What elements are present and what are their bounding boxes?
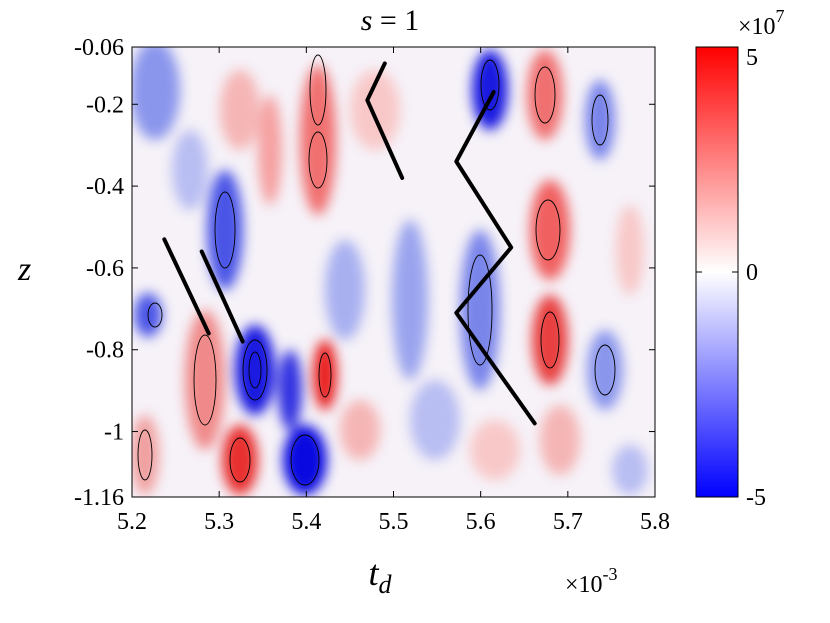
field-blob bbox=[283, 425, 327, 495]
title-var: s bbox=[361, 4, 373, 37]
field-blob bbox=[527, 50, 563, 140]
field-blob bbox=[300, 65, 336, 215]
contour bbox=[309, 54, 327, 126]
heatmap-plot bbox=[132, 47, 655, 497]
field-blob bbox=[278, 350, 302, 430]
x-tick-label: 5.2 bbox=[117, 509, 147, 535]
cb-exp-base: ×10 bbox=[738, 14, 776, 40]
field-blob bbox=[585, 80, 615, 160]
y-tick-label: -0.06 bbox=[74, 35, 124, 61]
field-blob bbox=[392, 220, 428, 380]
field-blob bbox=[258, 95, 282, 205]
field-blob bbox=[207, 170, 243, 290]
x-tick-label: 5.8 bbox=[640, 509, 670, 535]
contour bbox=[534, 66, 556, 124]
contour bbox=[467, 254, 493, 366]
overlay-line bbox=[162, 237, 211, 336]
contour bbox=[535, 199, 561, 261]
field-blob bbox=[587, 330, 623, 410]
field-blob bbox=[350, 70, 400, 150]
contour bbox=[290, 434, 320, 486]
contour-lines bbox=[137, 54, 616, 486]
contour bbox=[318, 352, 332, 398]
y-tick-label: -0.4 bbox=[86, 174, 124, 200]
colorbar-ticks: 5 0 -5 bbox=[696, 45, 766, 511]
field-blob bbox=[222, 425, 258, 495]
contour bbox=[480, 59, 500, 111]
field-blob bbox=[540, 405, 580, 475]
cb-exp-power: 7 bbox=[776, 6, 785, 26]
y-tick-label: -0.6 bbox=[86, 256, 124, 282]
cb-tick-label: 0 bbox=[746, 260, 758, 286]
x-axis-label: td bbox=[368, 553, 392, 599]
contour bbox=[193, 334, 217, 426]
contour bbox=[308, 131, 328, 189]
field-blob bbox=[313, 340, 337, 410]
contour bbox=[540, 311, 560, 369]
field-blob bbox=[172, 130, 208, 210]
x-exp-base: ×10 bbox=[565, 572, 603, 598]
contour bbox=[248, 351, 262, 389]
colorbar-exponent: ×107 bbox=[738, 6, 785, 40]
field-blob bbox=[530, 180, 570, 280]
y-tick-label: -0.8 bbox=[86, 338, 124, 364]
contour bbox=[594, 344, 616, 396]
y-axis: -0.06 -0.2 -0.4 -0.6 -0.8 -1 -1.16 bbox=[74, 35, 655, 511]
field-blob bbox=[325, 240, 365, 340]
chart-title: s = 1 bbox=[361, 4, 420, 37]
x-tick-label: 5.3 bbox=[204, 509, 234, 535]
field-blob bbox=[132, 47, 180, 140]
y-tick-label: -0.2 bbox=[86, 92, 124, 118]
overlay-line bbox=[365, 61, 405, 180]
y-tick-label: -1.16 bbox=[74, 485, 124, 511]
x-tick-label: 5.5 bbox=[379, 509, 409, 535]
overlay-lines bbox=[162, 61, 537, 426]
title-val: 1 bbox=[404, 4, 419, 37]
x-tick-label: 5.7 bbox=[553, 509, 583, 535]
x-axis: 5.2 5.3 5.4 5.5 5.6 5.7 5.8 bbox=[117, 47, 670, 535]
field-blob bbox=[340, 400, 380, 460]
field-blob bbox=[132, 415, 159, 495]
field-blob bbox=[220, 70, 260, 150]
field-blob bbox=[235, 325, 275, 415]
colorbar-gradient bbox=[695, 46, 739, 498]
colorbar: 5 0 -5 ×107 bbox=[695, 6, 785, 511]
heatmap-field bbox=[132, 47, 648, 495]
title-op: = bbox=[380, 4, 397, 37]
x-tick-label: 5.6 bbox=[466, 509, 496, 535]
field-blob bbox=[470, 420, 520, 480]
contour bbox=[242, 339, 268, 401]
x-label-sub: d bbox=[379, 570, 393, 599]
cb-tick-label: -5 bbox=[746, 485, 766, 511]
y-tick-label: -1 bbox=[104, 420, 124, 446]
y-axis-label: z bbox=[17, 251, 31, 288]
contour bbox=[591, 94, 609, 146]
field-blob bbox=[532, 295, 568, 385]
contour bbox=[147, 302, 163, 328]
overlay-line bbox=[454, 90, 537, 426]
x-axis-exponent: ×10-3 bbox=[565, 564, 618, 598]
x-tick-label: 5.4 bbox=[291, 509, 321, 535]
contour bbox=[214, 191, 236, 269]
field-blob bbox=[612, 445, 648, 495]
x-label-main: t bbox=[368, 553, 379, 593]
field-blob bbox=[410, 380, 460, 460]
contour bbox=[229, 437, 251, 483]
x-exp-power: -3 bbox=[603, 564, 618, 584]
cb-tick-label: 5 bbox=[746, 45, 758, 71]
contour bbox=[137, 429, 153, 481]
field-blob bbox=[616, 205, 644, 295]
field-blob bbox=[185, 310, 225, 450]
overlay-line bbox=[199, 249, 245, 344]
field-blob bbox=[472, 50, 508, 130]
